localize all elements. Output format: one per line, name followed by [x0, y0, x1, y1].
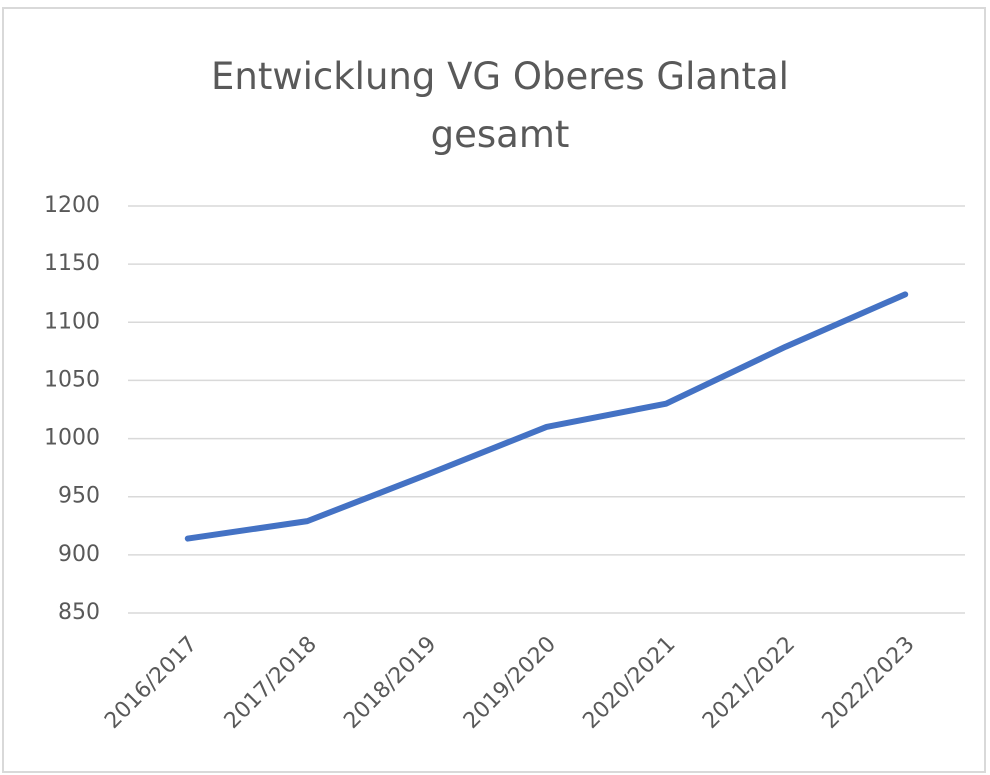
x-tick-label: 2020/2021	[578, 632, 680, 734]
y-tick-label: 1150	[44, 251, 100, 276]
y-tick-label: 900	[58, 542, 100, 567]
y-tick-label: 950	[58, 484, 100, 509]
y-tick-label: 1000	[44, 426, 100, 451]
x-tick-label: 2019/2020	[459, 632, 561, 734]
x-tick-label: 2022/2023	[818, 632, 920, 734]
chart-border	[2, 7, 986, 773]
y-tick-label: 850	[58, 600, 100, 625]
x-tick-label: 2018/2019	[339, 632, 441, 734]
x-tick-label: 2016/2017	[100, 632, 202, 734]
y-tick-label: 1050	[44, 367, 100, 392]
y-tick-label: 1200	[44, 193, 100, 218]
chart-title: Entwicklung VG Oberes Glantal gesamt	[211, 55, 789, 156]
x-tick-label: 2021/2022	[698, 632, 800, 734]
y-tick-label: 1100	[44, 309, 100, 334]
x-tick-label: 2017/2018	[220, 632, 322, 734]
data-line	[184, 291, 909, 542]
